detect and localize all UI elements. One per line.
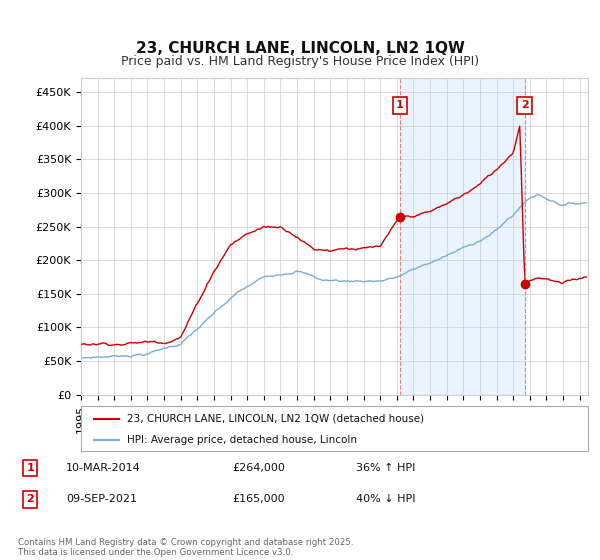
Text: 1: 1 [396,100,404,110]
Text: 10-MAR-2014: 10-MAR-2014 [66,463,140,473]
Text: £264,000: £264,000 [232,463,285,473]
Text: 1: 1 [26,463,34,473]
Text: £165,000: £165,000 [232,494,285,505]
Text: 2: 2 [26,494,34,505]
Text: 23, CHURCH LANE, LINCOLN, LN2 1QW (detached house): 23, CHURCH LANE, LINCOLN, LN2 1QW (detac… [127,413,424,423]
Bar [400,78,524,395]
Text: 36% ↑ HPI: 36% ↑ HPI [356,463,416,473]
Text: 23, CHURCH LANE, LINCOLN, LN2 1QW: 23, CHURCH LANE, LINCOLN, LN2 1QW [136,41,464,56]
Text: Price paid vs. HM Land Registry's House Price Index (HPI): Price paid vs. HM Land Registry's House … [121,55,479,68]
Text: Contains HM Land Registry data © Crown copyright and database right 2025.
This d: Contains HM Land Registry data © Crown c… [18,538,353,557]
Text: 40% ↓ HPI: 40% ↓ HPI [356,494,416,505]
Text: 09-SEP-2021: 09-SEP-2021 [66,494,137,505]
Text: HPI: Average price, detached house, Lincoln: HPI: Average price, detached house, Linc… [127,435,356,445]
Text: 2: 2 [521,100,529,110]
